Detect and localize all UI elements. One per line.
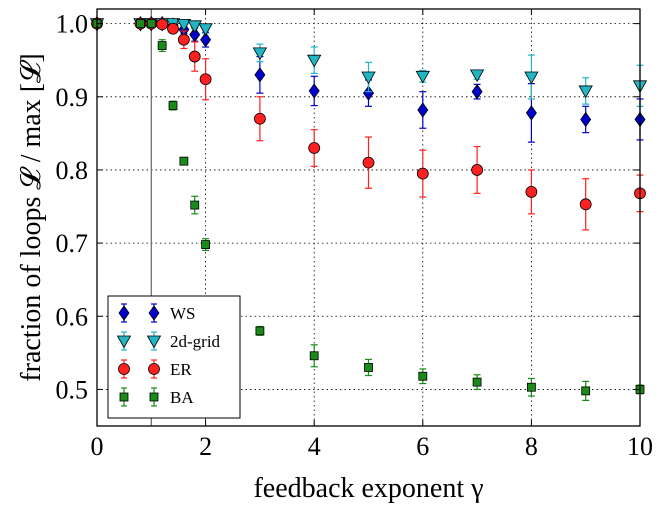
- y-tick-label: 0.9: [56, 83, 89, 112]
- data-point: [418, 371, 428, 381]
- data-point: [579, 198, 592, 211]
- data-point: [179, 156, 189, 166]
- y-tick-label: 0.8: [56, 156, 89, 185]
- legend-label-BA: BA: [170, 388, 194, 407]
- data-point: [187, 20, 202, 34]
- data-point: [252, 47, 268, 61]
- data-point: [527, 382, 536, 392]
- data-point: [146, 19, 156, 29]
- x-axis-label: feedback exponent γ: [253, 473, 483, 504]
- data-point: [472, 377, 482, 387]
- data-point: [525, 185, 538, 198]
- data-point: [471, 164, 484, 176]
- data-point: [363, 85, 374, 101]
- data-point: [176, 18, 192, 32]
- data-point: [415, 70, 430, 84]
- legend-marker: [146, 335, 162, 349]
- data-point: [469, 69, 485, 83]
- x-tick-label: 8: [525, 432, 538, 461]
- data-point: [361, 71, 376, 85]
- data-point: [199, 73, 212, 86]
- legend: WS 2d-grid ER BA: [107, 295, 241, 419]
- x-tick-label: 10: [627, 432, 653, 461]
- data-point: [157, 41, 167, 50]
- x-tick-label: 0: [91, 432, 104, 461]
- data-point: [525, 105, 537, 121]
- data-point: [168, 101, 178, 110]
- data-point: [471, 83, 483, 100]
- data-point: [308, 142, 321, 154]
- y-tick-label: 1.0: [56, 10, 89, 39]
- series-ER: [91, 17, 646, 231]
- data-point: [156, 18, 169, 31]
- legend-box: [107, 295, 241, 419]
- axis-ticks: 0 2 4 6 8 10 0.5 0.6 0.7 0.8 0.9 1.0: [56, 9, 653, 461]
- x-tick-label: 4: [308, 432, 321, 461]
- legend-label-2d-grid: 2d-grid: [170, 332, 221, 351]
- data-point: [417, 102, 429, 118]
- data-point: [201, 240, 211, 249]
- data-point: [578, 85, 593, 99]
- y-tick-label: 0.7: [56, 229, 89, 258]
- legend-marker: [118, 305, 130, 321]
- data-point: [308, 83, 320, 99]
- data-point: [307, 54, 322, 68]
- y-axis-label: fraction of loops 𝓛 / max [𝓛]: [16, 53, 47, 381]
- legend-marker: [149, 392, 159, 402]
- data-point: [200, 32, 212, 48]
- legend-marker: [118, 363, 130, 375]
- data-point: [177, 33, 190, 46]
- data-points: [89, 15, 648, 401]
- y-tick-label: 0.6: [56, 302, 89, 331]
- legend-label-WS: WS: [170, 304, 196, 323]
- legend-marker: [119, 392, 129, 402]
- data-point: [524, 71, 539, 85]
- data-point: [188, 50, 201, 63]
- data-point: [362, 156, 375, 169]
- legend-marker: [116, 335, 132, 349]
- x-tick-label: 2: [199, 432, 212, 461]
- legend-marker: [148, 305, 160, 321]
- data-point: [198, 23, 213, 37]
- data-point: [136, 19, 145, 29]
- data-point: [167, 22, 179, 35]
- series-BA: [92, 19, 645, 401]
- y-tick-label: 0.5: [56, 375, 89, 404]
- data-point: [416, 167, 429, 180]
- data-point: [580, 111, 592, 128]
- data-point: [309, 351, 319, 361]
- data-point: [253, 112, 266, 125]
- legend-marker: [148, 363, 160, 375]
- data-point: [255, 326, 265, 336]
- data-point: [364, 363, 373, 372]
- data-point: [254, 67, 266, 83]
- data-point: [190, 200, 200, 210]
- x-tick-label: 6: [416, 432, 429, 461]
- plot-frame: [96, 8, 641, 427]
- legend-label-ER: ER: [170, 360, 192, 379]
- data-point: [581, 386, 591, 396]
